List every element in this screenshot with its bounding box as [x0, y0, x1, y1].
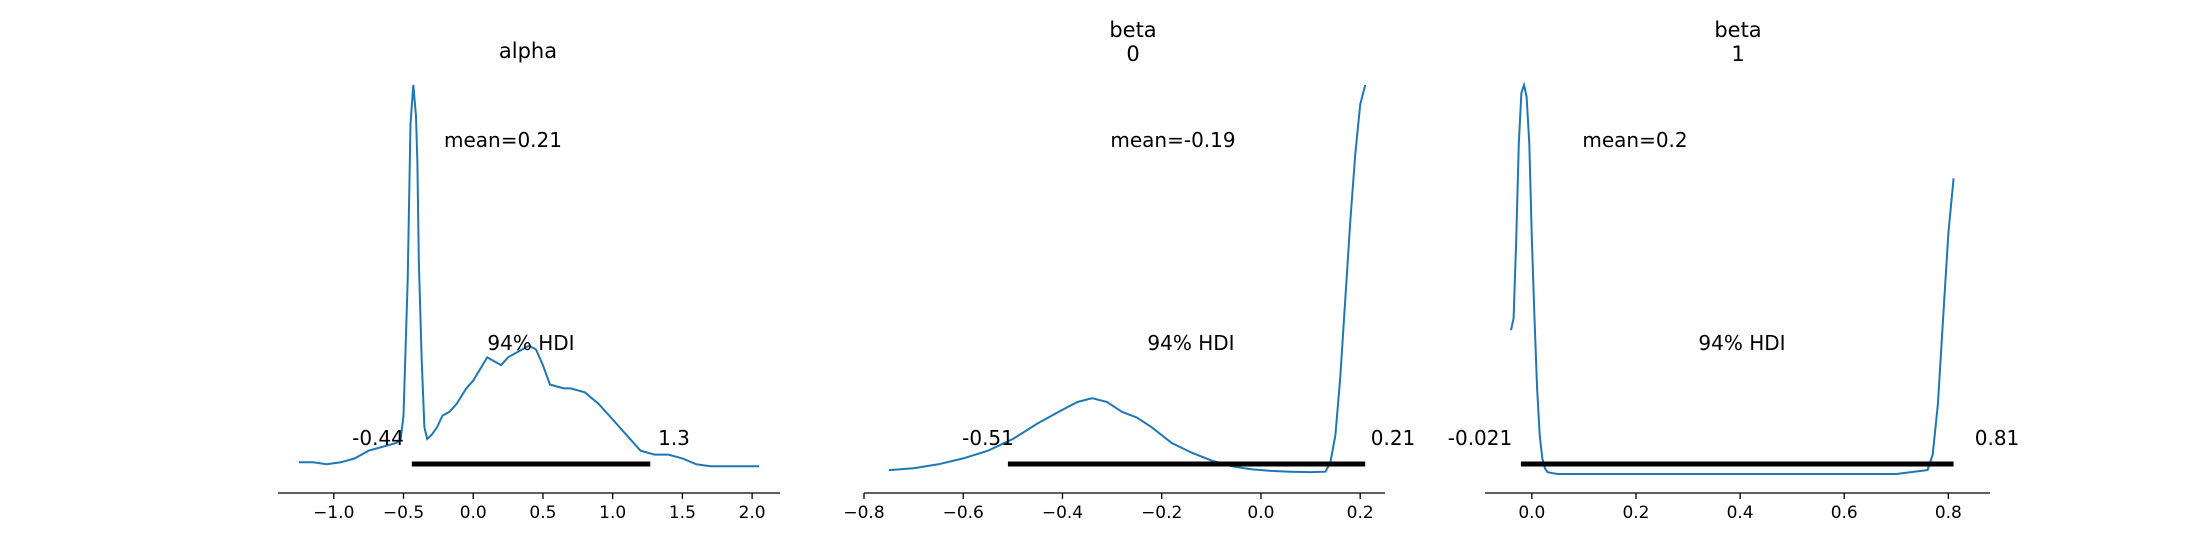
x-tick-label: 0.8 [1935, 503, 1962, 523]
subplot-title: alpha [499, 39, 557, 63]
x-tick-label: −1.0 [313, 503, 354, 523]
x-tick-label: 0.2 [1347, 503, 1374, 523]
x-tick-label: 2.0 [739, 503, 766, 523]
x-tick-label: 0.0 [1247, 503, 1274, 523]
mean-label: mean=0.2 [1582, 128, 1687, 152]
hdi-high-label: 0.21 [1371, 426, 1416, 450]
x-tick-label: −0.2 [1141, 503, 1182, 523]
x-tick-label: 0.6 [1831, 503, 1858, 523]
hdi-low-label: -0.021 [1448, 426, 1512, 450]
hdi-label: 94% HDI [1698, 331, 1785, 355]
hdi-high-label: 0.81 [1975, 426, 2020, 450]
x-tick-label: −0.5 [383, 503, 424, 523]
kde-curve [1510, 81, 1955, 475]
subplot-1: alpha mean=0.21 94% HDI -0.44 1.3 −1.0 −0.5 0.0… [278, 39, 780, 523]
x-tick-label: 1.5 [669, 503, 696, 523]
kde-curve [888, 84, 1367, 474]
subplot-subtitle: 1 [1731, 42, 1744, 66]
kde-curve [298, 84, 760, 468]
x-tick-label: 1.0 [599, 503, 626, 523]
x-tick-label: −0.4 [1042, 503, 1083, 523]
x-tick-label: 0.0 [1518, 503, 1545, 523]
mean-label: mean=0.21 [444, 128, 562, 152]
x-tick-label: −0.8 [843, 503, 884, 523]
subplot-title: beta [1714, 18, 1761, 42]
hdi-low-label: -0.44 [352, 426, 404, 450]
x-tick-label: 0.0 [460, 503, 487, 523]
hdi-label: 94% HDI [1147, 331, 1234, 355]
subplot-title: beta [1109, 18, 1156, 42]
x-tick-label: 0.2 [1622, 503, 1649, 523]
x-tick-label: 0.4 [1727, 503, 1754, 523]
mean-label: mean=-0.19 [1110, 128, 1235, 152]
hdi-label: 94% HDI [487, 331, 574, 355]
subplot-subtitle: 0 [1126, 42, 1139, 66]
hdi-high-label: 1.3 [658, 426, 690, 450]
x-tick-label: −0.6 [943, 503, 984, 523]
x-tick-label: 0.5 [529, 503, 556, 523]
hdi-low-label: -0.51 [962, 426, 1014, 450]
